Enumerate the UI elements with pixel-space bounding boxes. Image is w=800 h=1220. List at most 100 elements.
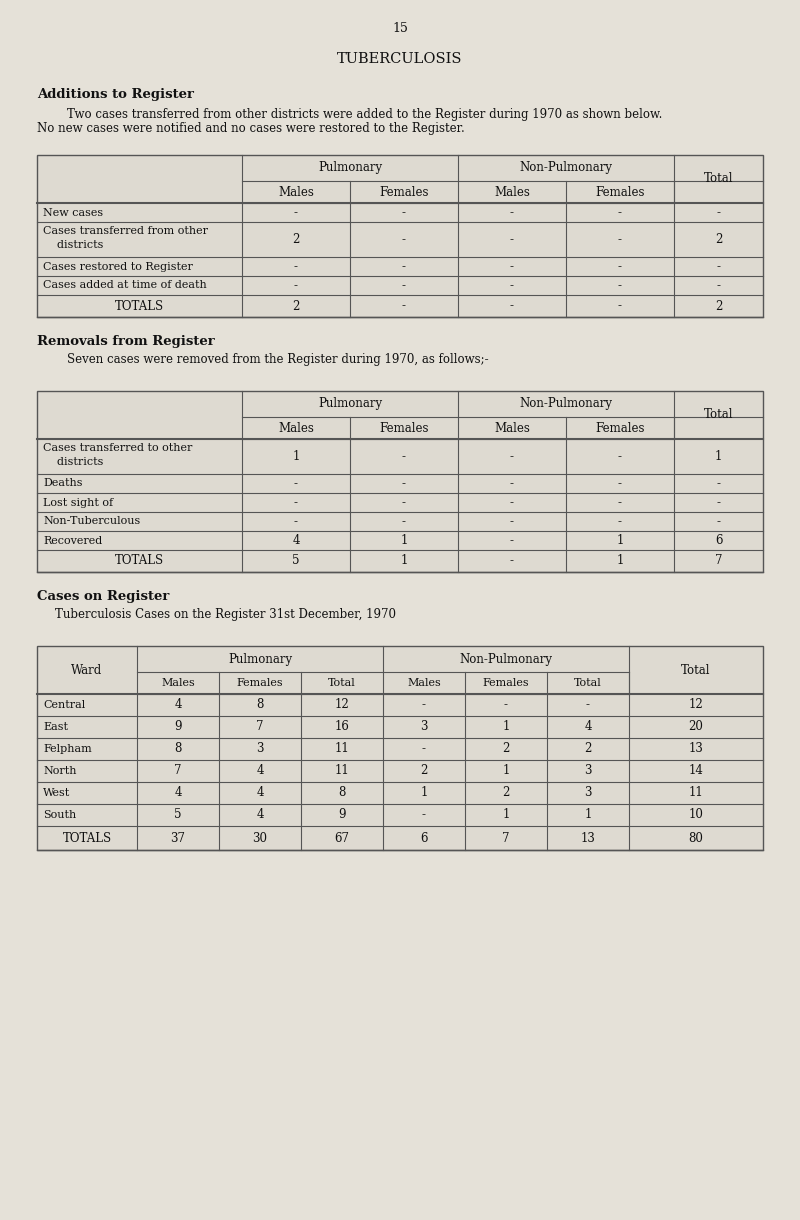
Text: 1: 1	[616, 555, 624, 567]
Text: -: -	[402, 450, 406, 464]
Text: -: -	[510, 555, 514, 567]
Text: 2: 2	[715, 233, 722, 246]
Text: 8: 8	[256, 699, 264, 711]
Text: 3: 3	[584, 765, 592, 777]
Text: 4: 4	[256, 787, 264, 799]
Text: -: -	[294, 260, 298, 273]
Text: -: -	[618, 260, 622, 273]
Text: No new cases were notified and no cases were restored to the Register.: No new cases were notified and no cases …	[37, 122, 465, 135]
Text: Deaths: Deaths	[43, 478, 82, 488]
Text: Males: Males	[278, 421, 314, 434]
Text: -: -	[618, 206, 622, 220]
Text: 6: 6	[714, 534, 722, 547]
Text: Males: Males	[278, 185, 314, 199]
Text: 2: 2	[584, 743, 592, 755]
Text: Lost sight of: Lost sight of	[43, 498, 113, 508]
Text: Cases on Register: Cases on Register	[37, 590, 170, 603]
Text: Females: Females	[379, 185, 429, 199]
Text: -: -	[510, 233, 514, 246]
Text: 11: 11	[334, 765, 350, 777]
Text: 5: 5	[174, 809, 182, 821]
Text: Males: Males	[494, 185, 530, 199]
Text: 13: 13	[581, 832, 595, 844]
Text: -: -	[510, 260, 514, 273]
Text: Males: Males	[494, 421, 530, 434]
Text: Total: Total	[574, 678, 602, 688]
Text: -: -	[402, 497, 406, 509]
Text: -: -	[618, 279, 622, 292]
Text: Pulmonary: Pulmonary	[228, 653, 292, 665]
Text: 7: 7	[256, 721, 264, 733]
Text: -: -	[422, 743, 426, 755]
Text: Recovered: Recovered	[43, 536, 102, 545]
Text: 1: 1	[400, 534, 408, 547]
Text: Cases restored to Register: Cases restored to Register	[43, 261, 193, 272]
Text: Non-Tuberculous: Non-Tuberculous	[43, 516, 140, 527]
Text: 3: 3	[584, 787, 592, 799]
Text: 3: 3	[420, 721, 428, 733]
Text: 3: 3	[256, 743, 264, 755]
Text: Females: Females	[237, 678, 283, 688]
Text: 4: 4	[584, 721, 592, 733]
Text: 1: 1	[400, 555, 408, 567]
Text: Non-Pulmonary: Non-Pulmonary	[519, 161, 613, 174]
Text: 1: 1	[292, 450, 300, 464]
Text: 7: 7	[502, 832, 510, 844]
Text: Felpham: Felpham	[43, 744, 92, 754]
Text: 4: 4	[256, 765, 264, 777]
Text: Males: Males	[161, 678, 195, 688]
Text: -: -	[422, 809, 426, 821]
Text: 67: 67	[334, 832, 350, 844]
Bar	[37, 647, 763, 850]
Text: Females: Females	[595, 421, 645, 434]
Text: -: -	[717, 477, 721, 490]
Text: -: -	[618, 515, 622, 528]
Text: 4: 4	[174, 699, 182, 711]
Text: -: -	[402, 477, 406, 490]
Text: 2: 2	[420, 765, 428, 777]
Text: -: -	[717, 515, 721, 528]
Text: 1: 1	[502, 809, 510, 821]
Text: 4: 4	[174, 787, 182, 799]
Text: TOTALS: TOTALS	[115, 555, 164, 567]
Text: 4: 4	[292, 534, 300, 547]
Text: South: South	[43, 810, 76, 820]
Text: districts: districts	[43, 240, 103, 250]
Text: TUBERCULOSIS: TUBERCULOSIS	[338, 52, 462, 66]
Text: -: -	[402, 206, 406, 220]
Text: -: -	[504, 699, 508, 711]
Text: 37: 37	[170, 832, 186, 844]
Text: Pulmonary: Pulmonary	[318, 161, 382, 174]
Text: Total: Total	[704, 409, 734, 421]
Text: -: -	[586, 699, 590, 711]
Bar	[37, 155, 763, 317]
Text: Central: Central	[43, 700, 86, 710]
Text: -: -	[510, 450, 514, 464]
Text: East: East	[43, 722, 68, 732]
Text: Females: Females	[595, 185, 645, 199]
Text: -: -	[717, 497, 721, 509]
Text: 20: 20	[689, 721, 703, 733]
Text: Seven cases were removed from the Register during 1970, as follows;-: Seven cases were removed from the Regist…	[37, 353, 489, 366]
Text: 1: 1	[584, 809, 592, 821]
Text: TOTALS: TOTALS	[115, 299, 164, 312]
Text: 9: 9	[338, 809, 346, 821]
Text: -: -	[618, 233, 622, 246]
Text: 6: 6	[420, 832, 428, 844]
Text: -: -	[294, 206, 298, 220]
Text: Total: Total	[328, 678, 356, 688]
Text: 15: 15	[392, 22, 408, 35]
Text: -: -	[294, 515, 298, 528]
Text: -: -	[717, 206, 721, 220]
Text: 13: 13	[689, 743, 703, 755]
Text: 16: 16	[334, 721, 350, 733]
Text: Ward: Ward	[71, 664, 102, 677]
Text: -: -	[294, 477, 298, 490]
Text: Non-Pulmonary: Non-Pulmonary	[459, 653, 553, 665]
Text: 9: 9	[174, 721, 182, 733]
Text: 12: 12	[334, 699, 350, 711]
Text: 2: 2	[502, 787, 510, 799]
Text: -: -	[510, 279, 514, 292]
Text: 8: 8	[338, 787, 346, 799]
Text: Total: Total	[682, 664, 710, 677]
